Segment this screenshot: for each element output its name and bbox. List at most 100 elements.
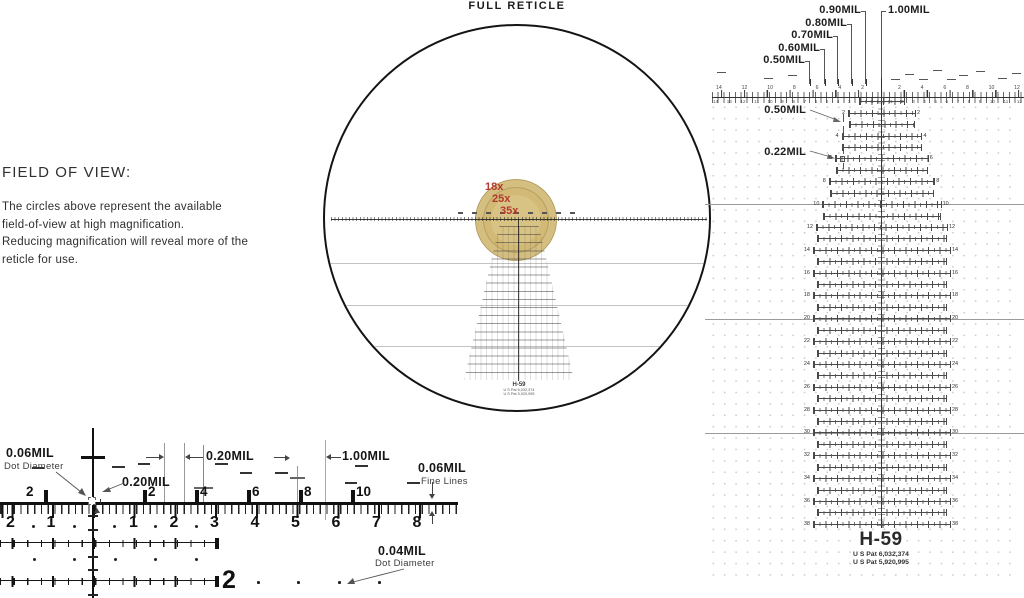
stadia-dash [345,482,357,484]
reticle-row [842,143,922,151]
row-number-right: 20 [952,315,959,322]
measure-guide-line [164,443,165,502]
callout-leader [881,11,886,78]
reticle-row [823,212,941,220]
calibration-tick [837,79,839,86]
patent-line: U S Pat 6,032,374 [853,551,909,558]
row-number-right: 12 [949,223,956,230]
first-02mil-tick [99,498,101,504]
half-mil-dot [33,558,36,561]
arrow-down-icon [429,494,435,499]
magnification-label-35x: 35x [500,205,519,217]
dot-diameter-value: 0.06MIL [6,446,54,460]
field-of-view-paragraph: The circles above represent the availabl… [2,199,248,269]
axis-number: 6 [943,85,947,91]
even-mil-number: 2 [148,484,156,499]
row-number-right: 10 [942,201,949,208]
axis-number: 4 [838,85,842,91]
reticle-row [817,326,947,334]
half-mil-dot [154,558,157,561]
reticle-row [841,132,923,140]
stadia-dash [1012,73,1021,75]
reticle-row [835,155,929,163]
calibration-tick [880,79,882,86]
row-number-left: 24 [803,360,810,367]
reticle-row [848,121,916,129]
measure-guide-line [297,466,298,502]
vertical-half-mil-tick [87,594,98,596]
row-number-right: 38 [952,520,959,527]
stadia-dash [905,74,914,76]
axis-number: 3 [912,99,915,104]
stadia-dash [32,467,44,469]
callout-leader [833,36,838,84]
vertical-half-mil-tick [87,556,98,558]
stadia-dash [933,70,942,72]
row-number-left: 10 [813,201,820,208]
mil-number: 1 [129,514,138,531]
gap-arrow-up [94,508,100,513]
mil-number: 3 [210,514,219,531]
axis-number: 8 [792,85,796,91]
even-mil-number: 10 [356,484,372,499]
axis-number: 12 [741,85,748,91]
row-number-left: 22 [803,338,810,345]
axis-number: 10 [767,99,773,104]
calibration-tick [824,79,826,86]
stadia-dash [959,75,968,77]
stadia-dash [788,75,797,77]
row-number-left: 6 [829,155,833,162]
axis-number: 6 [815,85,819,91]
callout-022mil: 0.22MIL [764,146,806,158]
row-number-left: 16 [803,269,810,276]
row-number-left: 34 [803,475,810,482]
mil-number: 1 [46,514,56,531]
mini-patent-line: U S Pat 5,920,995 [503,392,535,397]
even-mil-tick [247,490,251,502]
grid-dot [257,581,260,584]
reticle-name-block: H-59 U S Pat 6,032,374 U S Pat 5,920,995 [831,529,931,567]
vertical-half-mil-tick [87,515,98,517]
stadia-dash [275,472,288,474]
row-number-left: 8 [822,178,826,185]
main-horizontal-line [0,502,458,505]
reticle-vertical-crosshair [518,219,519,381]
reticle-row [817,395,947,403]
row-number-left: 26 [803,383,810,390]
reticle-row [829,189,935,197]
reticle-row [817,303,947,311]
even-mil-tick [299,490,303,502]
reticle-row [816,223,948,231]
axis-number: 13 [726,99,732,104]
arrow-up-icon [429,511,435,516]
callout-leader [820,48,825,84]
callout-080mil: 0.80MIL [805,16,847,29]
even-mil-tick [44,490,48,502]
axis-number: 6 [945,99,949,104]
axis-number: 10 [989,99,995,104]
vertical-half-mil-tick [87,529,98,531]
stadia-dash [764,78,773,80]
one-mil-label: 1.00MIL [342,449,390,463]
reticle-row [813,338,951,346]
reticle-row [813,452,951,460]
axis-number: 7 [956,99,960,104]
axis-number: 4 [923,99,926,104]
half-mil-dot [32,525,35,528]
row-number-right: 2 [917,109,921,116]
reticle-row [817,235,947,243]
grid-dot [378,581,381,584]
stadia-dash [194,487,213,489]
tree-row-2 [0,575,219,587]
fov-line: The circles above represent the availabl… [2,201,222,213]
axis-numbers-below-right: 123456789101112 [890,99,1022,104]
row-number-right: 30 [952,429,959,436]
row-number-right: 26 [952,383,959,390]
reticle-row [817,349,947,357]
axis-number: 11 [1003,99,1009,104]
stadia-dash [138,463,150,465]
reticle-row [817,418,947,426]
half-mil-dot [114,558,117,561]
stadia-dash [919,79,928,81]
